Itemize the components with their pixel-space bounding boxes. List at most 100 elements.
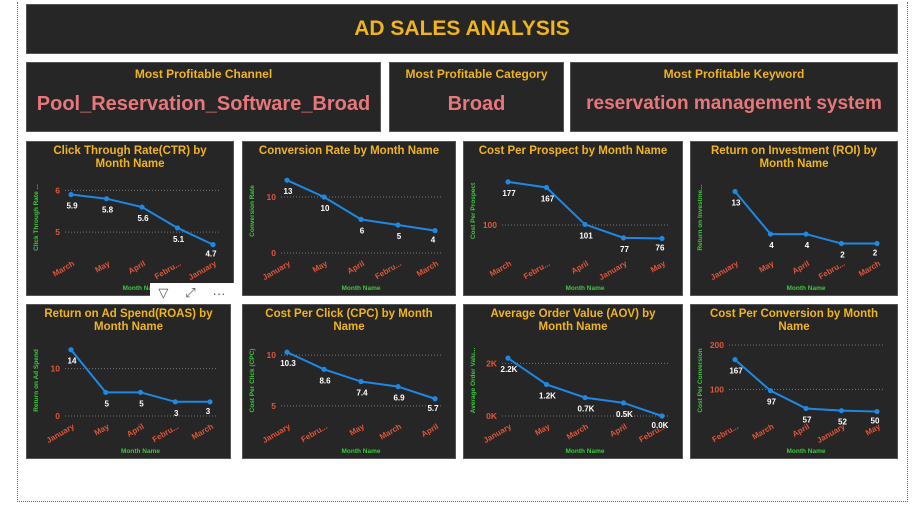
data-label: 167 [729,367,743,376]
data-point[interactable] [874,240,880,247]
data-point[interactable] [174,225,181,231]
data-point[interactable] [732,357,738,363]
y-axis-title: Average Order Valu... [470,348,477,414]
x-axis-title: Month Name [123,285,162,292]
data-point[interactable] [874,408,880,415]
data-point[interactable] [505,355,511,361]
data-point[interactable] [582,394,588,401]
data-point[interactable] [103,389,109,395]
kpi-value: Broad [447,93,506,115]
data-point[interactable] [803,231,809,237]
data-label: 2 [873,249,878,258]
data-label: 77 [620,245,629,254]
x-tick-label: March [378,422,403,442]
y-tick-label: 10 [267,350,277,360]
data-point[interactable] [505,179,511,185]
x-tick-label: January [261,259,293,282]
data-point[interactable] [68,347,74,353]
data-point[interactable] [321,366,327,372]
chart-roas[interactable]: Return on Ad Spend(ROAS) by Month Name 1… [26,304,231,459]
data-point[interactable] [582,221,588,228]
chart-cost-per-prospect[interactable]: Cost Per Prospect by Month Name 100 Cost … [463,141,683,296]
data-point[interactable] [395,222,401,228]
x-axis-title: Month Name [787,285,826,292]
chart-title: Return on Ad Spend(ROAS) by Month Name [44,308,213,333]
data-point[interactable] [358,378,364,385]
x-tick-label: January [597,259,629,282]
data-point[interactable] [103,196,110,202]
data-label: 10.3 [280,359,296,368]
focus-mode-icon[interactable]: ⤢ [185,285,196,300]
x-tick-label: May [864,422,882,438]
filter-icon[interactable]: ▽ [158,285,169,300]
visual-toolbar: ▽ ⤢ ··· [150,283,234,303]
data-point[interactable] [321,194,327,200]
x-tick-label: April [791,422,811,439]
data-point[interactable] [659,413,665,419]
x-tick-label: January [261,422,293,445]
chart-title: Return on Investment (ROI) by Month Name [710,145,878,170]
series-line [286,179,436,232]
more-options-icon[interactable]: ··· [212,285,226,301]
x-tick-label: Febru... [817,259,847,281]
chart-svg: 100 Cost Per Prospect 177 March 167 Febru... 1… [470,179,668,292]
kpi-card-keyword[interactable]: Most Profitable Keyword reservation mana… [570,62,898,132]
data-point[interactable] [210,242,216,248]
kpi-label: Most Profitable Channel [134,67,273,81]
chart-roi[interactable]: Return on Investment (ROI) by Month Name… [690,141,898,296]
series-line [507,180,663,240]
y-tick-label: 10 [51,364,61,374]
x-tick-label: May [649,259,667,275]
data-label: 3 [174,409,179,418]
x-tick-label: April [127,259,147,276]
x-tick-label: March [751,422,776,442]
data-point[interactable] [68,191,74,198]
data-point[interactable] [432,396,438,402]
data-point[interactable] [284,177,290,183]
data-label: 10 [321,204,330,213]
report-title-bar: AD SALES ANALYSIS [26,4,898,54]
data-point[interactable] [620,400,627,406]
y-tick-label: 2K [486,358,498,368]
y-axis-title: Cost Per Prospect [470,182,477,239]
data-point[interactable] [838,240,845,247]
chart-svg: 2K 0K Average Order Valu... 2.2K January 1.2K… [470,348,669,455]
chart-aov[interactable]: Average Order Value (AOV) by Month Name … [463,304,683,459]
data-point[interactable] [838,408,845,414]
chart-svg: 200 100 Cost Per Conversion 167 Febru... 97 Ma… [697,340,883,455]
x-tick-label: January [709,259,741,282]
data-point[interactable] [659,235,665,242]
data-point[interactable] [284,349,290,355]
kpi-card-channel[interactable]: Most Profitable Channel Pool_Reservation… [26,62,381,132]
x-tick-label: Febru... [522,259,552,281]
data-point[interactable] [543,381,550,388]
x-tick-label: March [488,259,513,279]
x-tick-label: May [348,422,366,438]
x-tick-label: March [857,259,882,279]
x-tick-label: April [608,422,628,439]
data-label: 1.2K [539,391,556,400]
data-point[interactable] [543,184,550,191]
data-point[interactable] [767,388,774,394]
data-point[interactable] [732,188,738,195]
chart-title: Average Order Value (AOV) by Month Name [490,308,656,333]
chart-cpc[interactable]: Cost Per Click (CPC) by Month Name 10 5 Co… [242,304,456,459]
data-point[interactable] [620,235,627,241]
data-label: 13 [732,198,741,207]
data-point[interactable] [803,405,809,412]
chart-cost-per-conversion[interactable]: Cost Per Conversion by Month Name 200 100… [690,304,898,459]
kpi-card-category[interactable]: Most Profitable Category Broad [389,62,564,132]
data-point[interactable] [137,389,144,395]
data-point[interactable] [207,399,213,405]
data-label: 8.6 [319,376,331,385]
data-point[interactable] [432,228,438,234]
data-point[interactable] [767,231,774,237]
chart-conversion-rate[interactable]: Conversion Rate by Month Name 10 0 Convers… [242,141,456,296]
data-point[interactable] [139,204,145,210]
data-label: 5.7 [427,404,439,413]
data-point[interactable] [172,399,178,405]
data-point[interactable] [395,383,401,390]
data-point[interactable] [358,216,364,222]
x-tick-label: Febru... [710,422,740,444]
